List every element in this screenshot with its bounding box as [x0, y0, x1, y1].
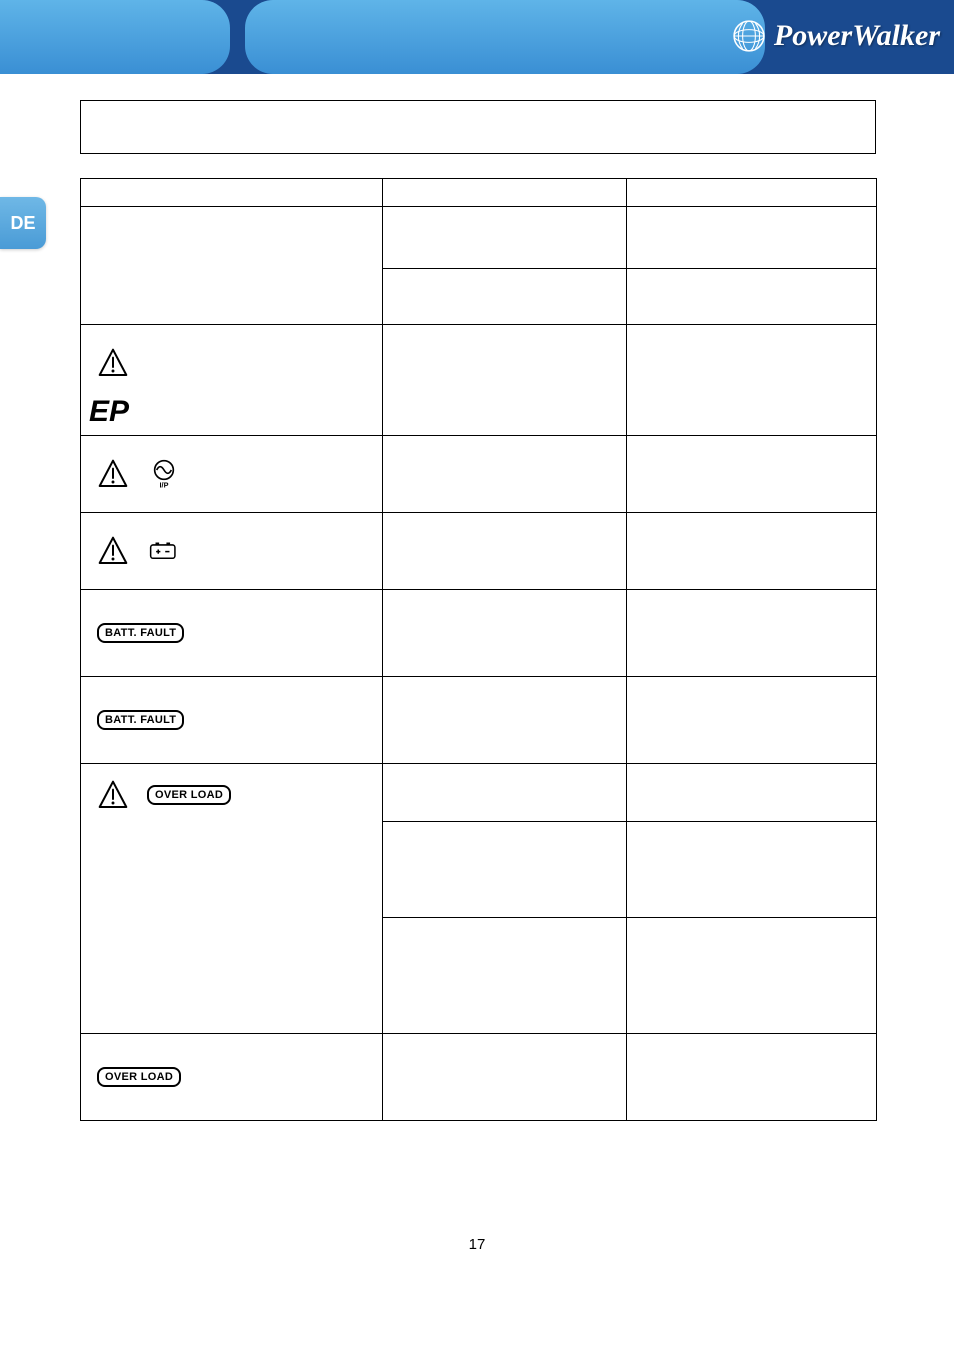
action-cell — [627, 918, 877, 1034]
table-row — [81, 513, 877, 590]
table-row: EP — [81, 325, 877, 436]
table-row — [81, 207, 877, 269]
brand-text: PowerWalker — [774, 19, 940, 53]
action-cell — [627, 513, 877, 590]
cause-cell — [383, 325, 627, 436]
action-cell — [627, 590, 877, 677]
action-cell — [627, 1034, 877, 1121]
cause-cell — [383, 207, 627, 269]
header-banner: PowerWalker — [0, 0, 954, 74]
cause-cell — [383, 436, 627, 513]
warning-icon — [97, 535, 129, 567]
cause-cell — [383, 1034, 627, 1121]
globe-icon — [732, 19, 766, 53]
action-cell — [627, 325, 877, 436]
section-title-box — [80, 100, 876, 154]
troubleshooting-table: EP I/P — [80, 178, 877, 1121]
col-header-cause — [383, 179, 627, 207]
table-row: I/P — [81, 436, 877, 513]
brand-logo: PowerWalker — [732, 6, 940, 66]
batt-fault-badge: BATT. FAULT — [97, 623, 184, 643]
warning-icon — [97, 458, 129, 490]
symptom-cell: OVER LOAD — [81, 1034, 383, 1121]
col-header-action — [627, 179, 877, 207]
page-content: EP I/P — [80, 100, 876, 1121]
symptom-cell: OVER LOAD — [81, 764, 383, 1034]
cause-cell — [383, 590, 627, 677]
action-cell — [627, 207, 877, 269]
table-row: OVER LOAD — [81, 1034, 877, 1121]
banner-segment-mid — [245, 0, 765, 74]
warning-icon — [97, 779, 129, 811]
cause-cell — [383, 764, 627, 822]
symptom-cell: EP — [81, 325, 383, 436]
cause-cell — [383, 822, 627, 918]
action-cell — [627, 677, 877, 764]
symptom-cell — [81, 513, 383, 590]
action-cell — [627, 822, 877, 918]
action-cell — [627, 764, 877, 822]
ep-glyph: EP — [89, 395, 129, 428]
language-tab-de: DE — [0, 197, 46, 249]
page-number: 17 — [0, 1236, 954, 1253]
table-row: BATT. FAULT — [81, 590, 877, 677]
over-load-badge: OVER LOAD — [97, 1067, 181, 1087]
symptom-cell — [81, 207, 383, 325]
symptom-cell: BATT. FAULT — [81, 677, 383, 764]
warning-icon — [97, 347, 129, 379]
table-row: BATT. FAULT — [81, 677, 877, 764]
sinewave-ip-icon: I/P — [147, 458, 181, 490]
cause-cell — [383, 513, 627, 590]
table-row: OVER LOAD — [81, 764, 877, 822]
symptom-cell: BATT. FAULT — [81, 590, 383, 677]
banner-segment-left — [0, 0, 230, 74]
action-cell — [627, 436, 877, 513]
svg-text:I/P: I/P — [160, 480, 169, 489]
cause-cell — [383, 918, 627, 1034]
action-cell — [627, 269, 877, 325]
language-tab-label: DE — [10, 213, 35, 234]
cause-cell — [383, 677, 627, 764]
table-header-row — [81, 179, 877, 207]
cause-cell — [383, 269, 627, 325]
over-load-badge: OVER LOAD — [147, 785, 231, 805]
batt-fault-badge: BATT. FAULT — [97, 710, 184, 730]
col-header-symptom — [81, 179, 383, 207]
symptom-cell: I/P — [81, 436, 383, 513]
battery-icon — [147, 535, 181, 567]
